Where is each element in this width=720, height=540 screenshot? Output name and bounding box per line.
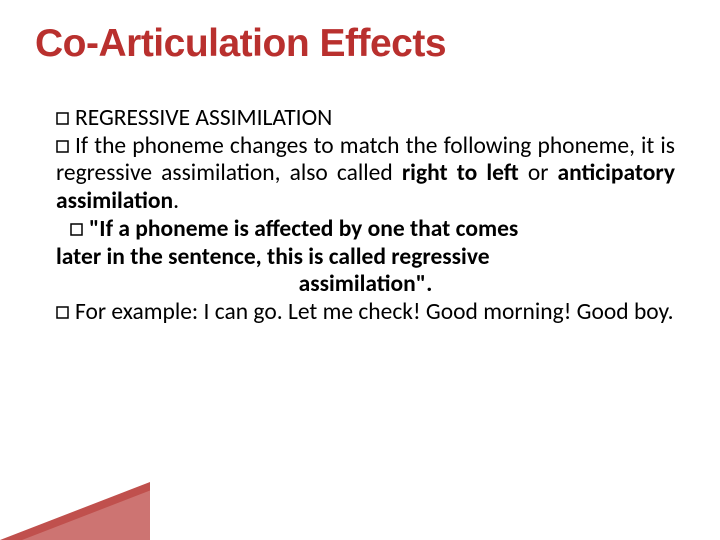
slide: Co-Articulation Effects REGRESSIVE ASSIM… [0, 0, 720, 540]
bullet-text: For example: I can go. Let me check! Goo… [75, 298, 674, 326]
bullet-text-bold: right to left [402, 159, 519, 187]
bullet-item: "If a phoneme is affected by one that co… [70, 216, 675, 299]
bullet-line: assimilation". [56, 271, 675, 299]
square-icon [56, 105, 69, 133]
square-icon [56, 133, 69, 161]
accent-triangle-icon [0, 482, 150, 540]
bullet-text: or [519, 159, 558, 187]
bullet-item: For example: I can go. Let me check! Goo… [56, 299, 675, 327]
bullet-line: "If a phoneme is affected by one that co… [70, 216, 675, 244]
bullet-item: REGRESSIVE ASSIMILATION [56, 105, 675, 133]
bullet-item: If the phoneme changes to match the foll… [56, 133, 675, 216]
square-icon [56, 299, 69, 327]
square-icon [70, 216, 83, 244]
bullet-line: later in the sentence, this is called re… [56, 244, 675, 272]
bullet-text: REGRESSIVE ASSIMILATION [75, 104, 332, 132]
bullet-text: . [173, 187, 179, 215]
bullet-text: "If a phoneme is affected by one that co… [89, 215, 518, 243]
slide-title: Co-Articulation Effects [35, 22, 446, 66]
slide-body: REGRESSIVE ASSIMILATION If the phoneme c… [56, 105, 675, 327]
